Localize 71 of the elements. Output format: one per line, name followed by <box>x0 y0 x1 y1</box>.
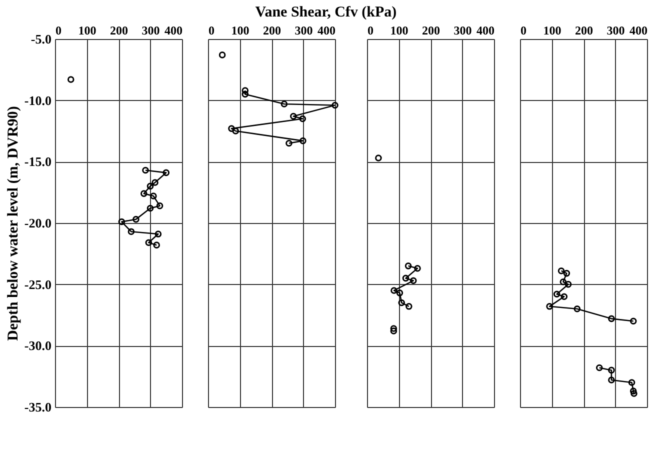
point <box>564 280 572 288</box>
point <box>146 182 154 190</box>
x-axis-title: Vane Shear, Cfv (kPa) <box>255 4 397 20</box>
point <box>150 192 157 200</box>
point <box>300 137 306 144</box>
x-tick-label: 400 <box>318 24 336 38</box>
point <box>146 204 154 212</box>
point <box>332 102 338 109</box>
point <box>242 90 249 98</box>
point <box>118 218 126 226</box>
x-tick-label: 100 <box>543 24 562 38</box>
y-tick-label: -15.0 <box>24 154 52 170</box>
y-tick-label: -35.0 <box>24 400 52 414</box>
y-tick-label: -25.0 <box>24 276 52 292</box>
x-tick-label: 400 <box>630 24 648 38</box>
point <box>156 202 164 210</box>
point <box>553 290 560 298</box>
point <box>145 239 152 246</box>
point <box>218 52 226 58</box>
x-tick-label: 0 <box>208 24 214 38</box>
x-tick-label: 200 <box>422 24 440 38</box>
point <box>414 264 421 272</box>
point <box>398 299 406 306</box>
y-tick-label: -20.0 <box>24 216 52 230</box>
point <box>140 190 148 197</box>
point <box>162 169 170 176</box>
point <box>563 270 570 277</box>
x-tick-label: 200 <box>110 24 128 38</box>
point <box>560 293 568 300</box>
point <box>152 179 158 186</box>
point <box>228 125 235 132</box>
x-tick-label: 100 <box>390 24 408 38</box>
x-tick-label: 100 <box>78 24 96 38</box>
point <box>290 112 297 120</box>
point <box>390 325 398 332</box>
point <box>574 305 581 312</box>
point <box>608 315 615 322</box>
x-tick-label: 300 <box>454 24 472 38</box>
x-tick-label: 300 <box>294 24 313 38</box>
point <box>154 230 162 238</box>
x-tick-label: 200 <box>575 24 593 38</box>
x-tick-label: 400 <box>476 24 494 38</box>
point <box>608 366 615 374</box>
x-tick-label: 0 <box>368 24 374 38</box>
point <box>396 290 404 296</box>
x-tick-label: 200 <box>263 24 281 38</box>
point <box>560 278 567 286</box>
point <box>232 128 240 134</box>
y-axis-title: Depth below water level (m, DVR90) <box>5 106 22 341</box>
point <box>390 328 398 334</box>
point <box>375 154 382 162</box>
x-tick-label: 300 <box>606 24 625 38</box>
point <box>128 228 135 235</box>
point <box>132 216 140 223</box>
y-tick-label: -5.0 <box>30 32 52 46</box>
point <box>280 100 288 108</box>
x-tick-label: 300 <box>142 24 160 38</box>
point <box>628 379 636 386</box>
x-tick-label: 0 <box>520 24 526 38</box>
x-tick-label: 400 <box>164 24 182 38</box>
y-tick-label: -10.0 <box>24 92 52 108</box>
point <box>410 277 417 284</box>
x-tick-label: 100 <box>231 24 250 38</box>
point <box>402 274 410 282</box>
y-tick-label: -30.0 <box>24 338 52 354</box>
point <box>390 287 398 294</box>
point <box>299 115 306 122</box>
point <box>546 303 553 310</box>
x-tick-label: 0 <box>56 24 62 38</box>
point <box>67 76 74 83</box>
point <box>608 376 615 384</box>
